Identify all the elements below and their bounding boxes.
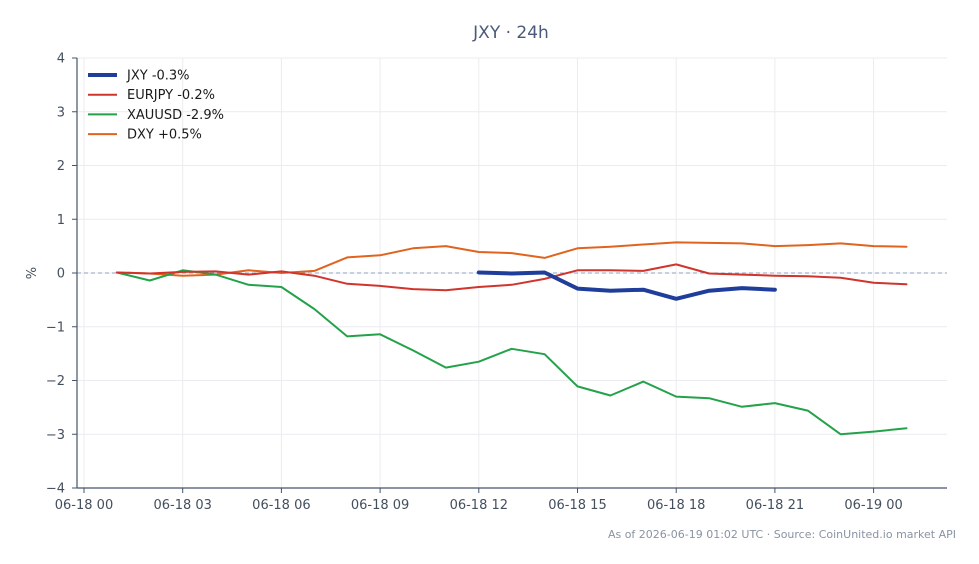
legend-label-eurjpy: EURJPY -0.2%	[127, 88, 215, 103]
series-line-xauusd	[115, 269, 908, 436]
x-tick-label: 06-18 06	[252, 498, 310, 513]
x-tick-label: 06-18 12	[450, 498, 508, 513]
x-tick-label: 06-18 15	[548, 498, 606, 513]
y-tick-label: 3	[57, 105, 65, 120]
x-tick-label: 06-18 03	[153, 498, 211, 513]
y-tick-label: −2	[46, 374, 65, 389]
chart-title: JXY · 24h	[472, 23, 549, 43]
x-tick-label: 06-18 09	[351, 498, 409, 513]
y-tick-label: −4	[46, 482, 65, 497]
y-tick-label: 1	[57, 213, 65, 228]
x-tick-label: 06-18 00	[55, 498, 113, 513]
series-line-jxy	[476, 270, 777, 301]
x-tick-label: 06-18 21	[746, 498, 804, 513]
x-tick-label: 06-19 00	[844, 498, 902, 513]
x-tick-label: 06-18 18	[647, 498, 705, 513]
y-axis-ticks: 4 3 2 1 0 −1 −2 −3 −4	[46, 52, 77, 497]
y-axis-label: %	[25, 267, 40, 279]
footer-source: As of 2026-06-19 01:02 UTC · Source: Coi…	[608, 528, 956, 541]
series-lines	[115, 241, 908, 436]
x-axis-ticks: 06-18 00 06-18 03 06-18 06 06-18 09 06-18 12…	[55, 488, 903, 513]
legend-label-jxy: JXY -0.3%	[126, 69, 190, 84]
legend-label-dxy: DXY +0.5%	[127, 128, 202, 143]
y-tick-label: −3	[46, 428, 65, 443]
y-tick-label: 0	[57, 267, 65, 282]
legend-label-xauusd: XAUUSD -2.9%	[127, 108, 224, 123]
series-line-dxy	[115, 241, 908, 277]
y-tick-label: 4	[57, 52, 65, 67]
y-tick-label: −1	[46, 320, 65, 335]
y-tick-label: 2	[57, 159, 65, 174]
series-line-eurjpy	[115, 263, 908, 292]
legend: JXY -0.3% EURJPY -0.2% XAUUSD -2.9% DXY +0.…	[88, 69, 224, 143]
